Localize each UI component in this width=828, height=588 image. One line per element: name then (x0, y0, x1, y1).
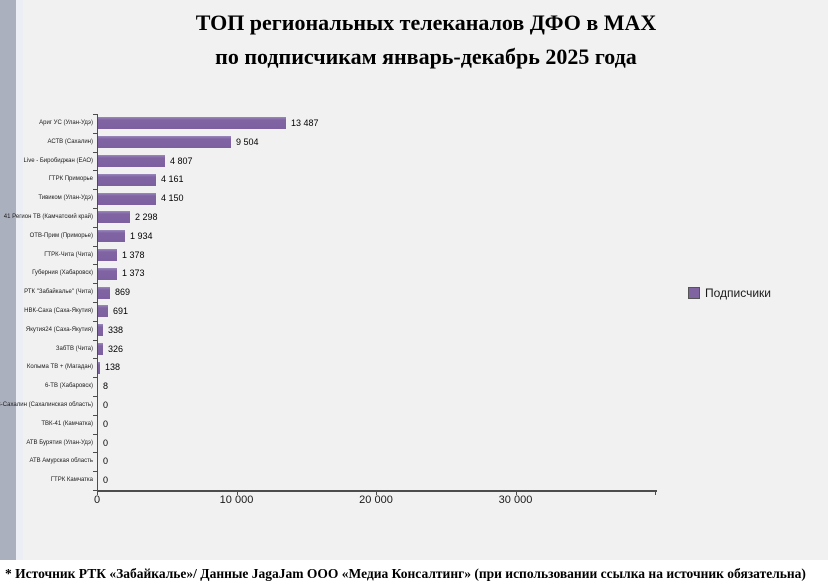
category-label: ГТРК Приморье (48, 176, 93, 183)
bar (98, 136, 231, 149)
value-label: 4 161 (161, 174, 184, 185)
x-axis-tick-label: 0 (93, 494, 101, 506)
value-label: 4 807 (170, 155, 193, 166)
x-axis-tick (515, 490, 517, 495)
value-label: 4 150 (161, 193, 184, 204)
y-axis-tick (93, 358, 97, 360)
y-axis-tick (93, 264, 97, 266)
value-label: 0 (103, 418, 109, 429)
y-axis-tick (93, 490, 97, 491)
y-axis-tick (93, 283, 97, 285)
y-axis-tick (93, 377, 97, 379)
legend-label: Подписчики (705, 286, 772, 300)
category-label: ГТРК Камчатка (50, 477, 93, 484)
y-axis-tick (93, 226, 97, 228)
category-label: ОТВ-Сахалин (Сахалинская область) (0, 402, 93, 408)
category-label: ОТВ-Прим (Приморье) (29, 232, 93, 239)
bar (98, 361, 100, 374)
bar (98, 155, 165, 167)
category-label: Тивиком (Улан-Удэ) (38, 195, 93, 202)
y-axis-tick (93, 339, 97, 341)
y-axis-tick (93, 189, 97, 191)
category-label: Ариг УС (Улан-Удэ) (39, 120, 93, 126)
bar (98, 249, 117, 261)
value-label: 0 (103, 456, 109, 467)
left-rail (0, 0, 16, 560)
value-label: 2 298 (135, 212, 158, 222)
value-label: 13 487 (291, 118, 319, 128)
bar (98, 230, 125, 243)
category-label: РТК "Забайкалье" (Чита) (24, 289, 93, 296)
bar (98, 267, 117, 280)
left-rail-strip (16, 0, 23, 560)
x-axis-tick-label: 20 000 (359, 494, 393, 506)
value-label: 0 (103, 400, 109, 410)
chart-title: ТОП региональных телеканалов ДФО в MAX п… (24, 6, 828, 74)
bar (98, 211, 130, 224)
category-label: Live - Биробиджан (ЕАО) (23, 157, 93, 164)
chart-title-line2: по подписчикам январь-декабрь 2025 года (215, 44, 637, 69)
value-label: 0 (103, 475, 109, 486)
value-label: 691 (113, 306, 129, 316)
category-label: ГТРК-Чита (Чита) (44, 251, 93, 258)
value-label: 326 (108, 343, 124, 354)
category-label: АТВ Бурятия (Улан-Удэ) (26, 439, 93, 446)
y-axis-tick (93, 433, 97, 435)
y-axis-tick (93, 396, 97, 397)
y-axis-tick (93, 452, 97, 454)
x-axis-tick-label: 10 000 (219, 494, 254, 506)
value-label: 338 (108, 324, 124, 335)
bar (98, 343, 103, 355)
legend: Подписчики (688, 286, 771, 300)
legend-swatch-icon (688, 287, 700, 299)
bar (98, 192, 156, 205)
x-axis-tick (376, 490, 377, 495)
category-label: ТВК-41 (Камчатка) (41, 420, 93, 427)
y-axis-tick (93, 302, 97, 303)
y-axis-tick (93, 245, 97, 247)
bar (98, 117, 286, 130)
value-label: 138 (105, 362, 121, 373)
source-attribution: * Источник РТК «Забайкалье»/ Данные Jaga… (5, 566, 806, 581)
x-axis-line (97, 490, 657, 492)
x-axis-tick (97, 490, 98, 495)
x-axis-tick-label: 30 000 (498, 494, 533, 506)
y-axis-tick (93, 170, 97, 172)
bar (98, 286, 110, 299)
x-axis-tick (655, 490, 656, 495)
y-axis-tick (93, 208, 97, 209)
value-label: 1 373 (122, 268, 145, 279)
category-label: 41 Регион ТВ (Камчатский край) (3, 214, 93, 220)
bar (98, 173, 156, 186)
bar (98, 305, 108, 318)
category-label: Якутия24 (Саха-Якутия) (25, 326, 93, 333)
y-axis-tick (93, 320, 97, 322)
y-axis-tick (93, 414, 97, 416)
bar (98, 324, 103, 337)
category-label: АТВ Амурская область (29, 458, 93, 465)
value-label: 8 (103, 381, 109, 392)
y-axis-tick (93, 151, 97, 153)
x-axis-tick (236, 490, 238, 495)
footer-bar: * Источник РТК «Забайкалье»/ Данные Jaga… (0, 560, 828, 588)
value-label: 1 934 (130, 230, 153, 241)
category-label: Губерния (Хабаровск) (32, 270, 93, 277)
category-label: ЗабТВ (Чита) (55, 345, 93, 352)
y-axis-line (97, 114, 98, 490)
value-label: 1 378 (122, 249, 145, 260)
chart-title-line1: ТОП региональных телеканалов ДФО в MAX (195, 10, 657, 35)
value-label: 869 (115, 287, 131, 298)
y-axis-tick (93, 132, 97, 134)
y-axis-tick (93, 471, 97, 473)
category-label: 6-ТВ (Хабаровск) (44, 383, 93, 390)
category-label: Колыма ТВ + (Магадан) (26, 364, 93, 371)
value-label: 0 (103, 437, 109, 448)
category-label: АСТВ (Сахалин) (47, 138, 93, 145)
value-label: 9 504 (236, 136, 259, 147)
category-label: НВК-Саха (Саха-Якутия) (24, 308, 93, 314)
y-axis-tick (93, 114, 97, 115)
